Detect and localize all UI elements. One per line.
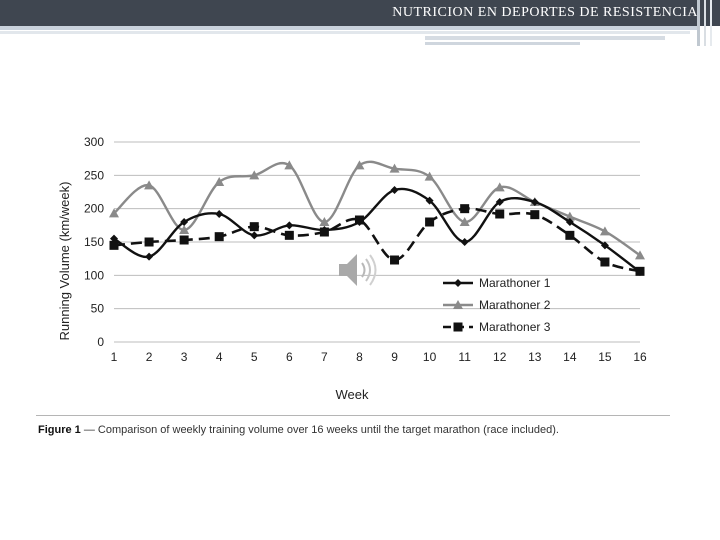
data-point (110, 234, 118, 243)
data-point (453, 322, 463, 332)
y-axis-label: Running Volume (km/week) (57, 182, 72, 341)
x-tick-label: 12 (493, 350, 507, 364)
data-point (424, 171, 435, 181)
data-point (494, 182, 505, 192)
decor-strip (704, 0, 706, 46)
y-tick-label: 0 (97, 335, 104, 349)
decor-strip (0, 31, 690, 34)
data-point (354, 160, 365, 170)
figure-label: Figure 1 (38, 424, 81, 436)
data-point (495, 209, 505, 219)
data-point (530, 210, 540, 220)
data-point (390, 186, 399, 194)
x-tick-label: 15 (598, 350, 612, 364)
series-line (113, 187, 641, 273)
data-point (635, 266, 645, 276)
data-point (565, 230, 575, 240)
legend: Marathoner 1 Marathoner 2 Marathoner 3 (443, 276, 551, 334)
data-point (454, 279, 462, 287)
legend-item: Marathoner 1 (443, 276, 551, 290)
data-point (249, 222, 259, 232)
data-point (453, 300, 463, 309)
decor-strip (697, 0, 700, 46)
data-point (354, 215, 364, 225)
decor-strip (425, 36, 665, 40)
y-tick-label: 250 (84, 168, 104, 182)
data-point (319, 217, 330, 226)
series (109, 160, 645, 276)
data-point (495, 198, 504, 206)
decor-strip (710, 0, 712, 46)
data-point (180, 218, 189, 226)
x-tick-label: 3 (181, 350, 188, 364)
x-tick-label: 16 (633, 350, 647, 364)
x-tick-label: 13 (528, 350, 542, 364)
data-point (600, 257, 610, 267)
data-point (460, 204, 470, 214)
x-tick-label: 14 (563, 350, 577, 364)
data-point (390, 255, 400, 265)
legend-item: Marathoner 2 (443, 298, 551, 312)
data-point (250, 231, 259, 240)
x-tick-label: 4 (216, 350, 223, 364)
caption-divider (36, 415, 670, 416)
figure-caption: Figure 1 — Comparison of weekly training… (38, 424, 678, 436)
data-point (109, 240, 119, 250)
data-point (459, 217, 470, 226)
figure-caption-text: — Comparison of weekly training volume o… (80, 424, 559, 436)
data-point (285, 221, 294, 230)
x-axis-label: Week (336, 387, 369, 402)
slide-title: NUTRICION EN DEPORTES DE RESISTENCIA (392, 5, 698, 20)
x-tick-label: 9 (391, 350, 398, 364)
data-point (179, 225, 190, 234)
legend-label: Marathoner 2 (479, 298, 551, 312)
data-point (145, 252, 154, 261)
y-tick-label: 150 (84, 235, 104, 249)
decor-strip (425, 42, 580, 45)
x-tick-label: 5 (251, 350, 258, 364)
data-point (284, 230, 294, 240)
data-point (144, 237, 154, 247)
data-point (109, 208, 119, 218)
data-point (214, 177, 225, 186)
data-point (319, 227, 329, 237)
data-point (389, 163, 400, 173)
series-3 (109, 204, 645, 276)
y-tick-label: 50 (91, 302, 105, 316)
series-line (113, 207, 641, 273)
y-tick-label: 100 (84, 268, 104, 282)
data-point (284, 160, 295, 170)
x-tick-label: 11 (458, 350, 471, 364)
x-tick-label: 1 (111, 350, 118, 364)
data-point (425, 196, 434, 205)
data-point (144, 180, 155, 190)
data-point (425, 217, 435, 227)
data-point (214, 232, 224, 242)
data-point (564, 211, 575, 221)
data-point (460, 238, 469, 246)
legend-item: Marathoner 3 (443, 320, 551, 334)
x-tick-label: 6 (286, 350, 293, 364)
data-point (249, 170, 260, 180)
y-tick-label: 200 (84, 202, 104, 216)
data-point (599, 226, 610, 236)
legend-label: Marathoner 1 (479, 276, 551, 290)
data-point (215, 210, 224, 218)
x-tick-label: 7 (321, 350, 328, 364)
x-tick-label: 8 (356, 350, 363, 364)
data-point (635, 250, 645, 260)
legend-label: Marathoner 3 (479, 320, 551, 334)
data-point (565, 218, 574, 226)
speaker-icon[interactable] (337, 250, 385, 295)
data-point (179, 235, 189, 245)
y-tick-label: 300 (84, 135, 104, 149)
decor-strip (0, 26, 700, 30)
x-tick-label: 10 (423, 350, 437, 364)
data-point (530, 198, 539, 206)
header-bar: NUTRICION EN DEPORTES DE RESISTENCIA (0, 0, 720, 26)
data-point (600, 241, 609, 250)
x-tick-label: 2 (146, 350, 153, 364)
